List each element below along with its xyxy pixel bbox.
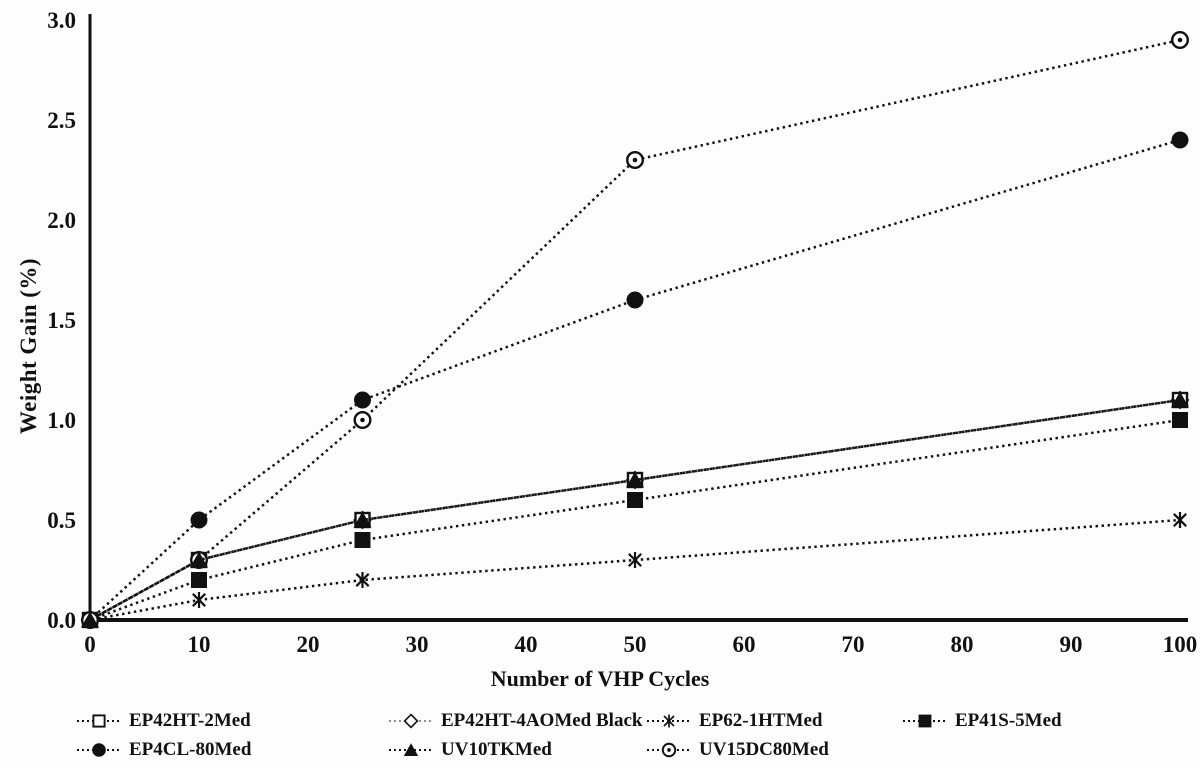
- series-line: [89, 518, 1181, 622]
- x-tick-label: 30: [406, 632, 429, 657]
- legend-label: EP42HT-4AOMed Black: [441, 710, 643, 731]
- legend: EP42HT-2Med EP42HT-4AOMed Black EP62-1HTMe…: [76, 708, 1196, 763]
- marker-circle-dot-icon: [1170, 31, 1189, 50]
- x-tick-label: 60: [733, 632, 756, 657]
- x-axis-title: Number of VHP Cycles: [490, 666, 710, 691]
- y-tick-label: 2.5: [47, 108, 76, 133]
- x-tick-label: 20: [297, 632, 320, 657]
- legend-asterisk-icon: [647, 714, 691, 728]
- marker-square-open-icon: [92, 714, 106, 728]
- marker-asterisk-icon: [192, 592, 206, 608]
- legend-item-EP41S-5Med: EP41S-5Med: [902, 708, 1196, 734]
- x-tick-label: 70: [842, 632, 865, 657]
- series-EP62-1HTMed: [83, 512, 1187, 628]
- marker-asterisk-icon: [1173, 512, 1187, 528]
- legend-square-filled-icon: [903, 714, 947, 728]
- marker-square-filled-icon: [354, 532, 371, 548]
- x-tick-label: 40: [515, 632, 538, 657]
- marker-asterisk-icon: [663, 714, 675, 728]
- legend-label: EP62-1HTMed: [699, 710, 823, 731]
- y-tick-label: 2.0: [47, 208, 76, 233]
- marker-square-filled-icon: [627, 492, 643, 508]
- series-line: [89, 138, 1181, 621]
- marker-diamond-open-icon: [403, 713, 419, 729]
- x-tick-label: 0: [84, 632, 96, 657]
- marker-triangle-filled-icon: [190, 551, 208, 568]
- legend-item-UV10TKMed: UV10TKMed: [388, 737, 646, 763]
- marker-circle-dot-icon: [661, 742, 677, 758]
- legend-item-EP42HT-4AOMed-Black: EP42HT-4AOMed Black: [388, 708, 646, 734]
- marker-circle-dot-icon: [626, 150, 645, 169]
- marker-circle-dot-icon: [353, 411, 372, 430]
- marker-square-filled-icon: [1172, 412, 1188, 428]
- series-UV15DC80Med: [80, 31, 1189, 630]
- x-tick-label: 10: [188, 632, 211, 657]
- legend-circle-filled-icon: [77, 743, 121, 757]
- y-tick-label: 3.0: [47, 8, 76, 33]
- marker-circle-filled-icon: [1171, 131, 1189, 149]
- marker-triangle-filled-icon: [1171, 391, 1189, 408]
- series-EP42HT-4AOMed-Black: [80, 390, 1190, 630]
- series-line: [89, 398, 1181, 622]
- legend-diamond-open-icon: [389, 713, 433, 729]
- legend-label: EP42HT-2Med: [129, 710, 251, 731]
- legend-item-EP62-1HTMed: EP62-1HTMed: [646, 708, 902, 734]
- series-line: [89, 418, 1181, 622]
- marker-triangle-filled-icon: [353, 511, 372, 528]
- legend-label: EP41S-5Med: [955, 710, 1062, 731]
- marker-triangle-filled-icon: [81, 611, 99, 628]
- legend-circle-dot-icon: [647, 742, 691, 758]
- legend-square-open-icon: [77, 714, 121, 728]
- legend-triangle-filled-icon: [389, 743, 433, 756]
- legend-label: UV15DC80Med: [699, 739, 829, 760]
- chart-area: 0 10 20 30 40 50 60 70 80 90 100 0.0 0.5 1.0 1.5 2.0 2.5…: [16, 8, 1198, 691]
- series-line: [89, 38, 1181, 622]
- chart-canvas: 0 10 20 30 40 50 60 70 80 90 100 0.0 0.5 1.0 1.5 2.0 2.5…: [47, 8, 1198, 657]
- marker-square-filled-icon: [918, 714, 932, 728]
- marker-circle-filled-icon: [626, 291, 644, 309]
- legend-item-EP4CL-80Med: EP4CL-80Med: [76, 737, 388, 763]
- marker-asterisk-icon: [355, 572, 370, 588]
- marker-circle-filled-icon: [92, 743, 106, 757]
- marker-asterisk-icon: [628, 552, 642, 568]
- legend-item-UV15DC80Med: UV15DC80Med: [646, 737, 902, 763]
- series-EP41S-5Med: [82, 412, 1188, 628]
- x-tick-label: 50: [624, 632, 647, 657]
- y-tick-label: 0.0: [47, 608, 76, 633]
- marker-circle-filled-icon: [190, 511, 208, 529]
- marker-square-filled-icon: [191, 572, 207, 588]
- legend-label: UV10TKMed: [441, 739, 552, 760]
- legend-label: EP4CL-80Med: [129, 739, 252, 760]
- marker-triangle-filled-icon: [403, 743, 419, 756]
- marker-triangle-filled-icon: [626, 471, 644, 488]
- x-tick-label: 80: [951, 632, 974, 657]
- marker-circle-filled-icon: [354, 391, 371, 409]
- y-tick-label: 1.5: [47, 308, 76, 333]
- y-axis-title: Weight Gain (%): [16, 257, 41, 435]
- series-UV10TKMed: [81, 391, 1189, 628]
- series-line: [89, 398, 1181, 622]
- x-tick-label: 90: [1060, 632, 1083, 657]
- legend-item-EP42HT-2Med: EP42HT-2Med: [76, 708, 388, 734]
- series-EP42HT-2Med: [81, 391, 1189, 629]
- x-tick-label: 100: [1163, 632, 1198, 657]
- y-tick-label: 0.5: [47, 508, 76, 533]
- y-tick-label: 1.0: [47, 408, 76, 433]
- series-line: [89, 398, 1181, 622]
